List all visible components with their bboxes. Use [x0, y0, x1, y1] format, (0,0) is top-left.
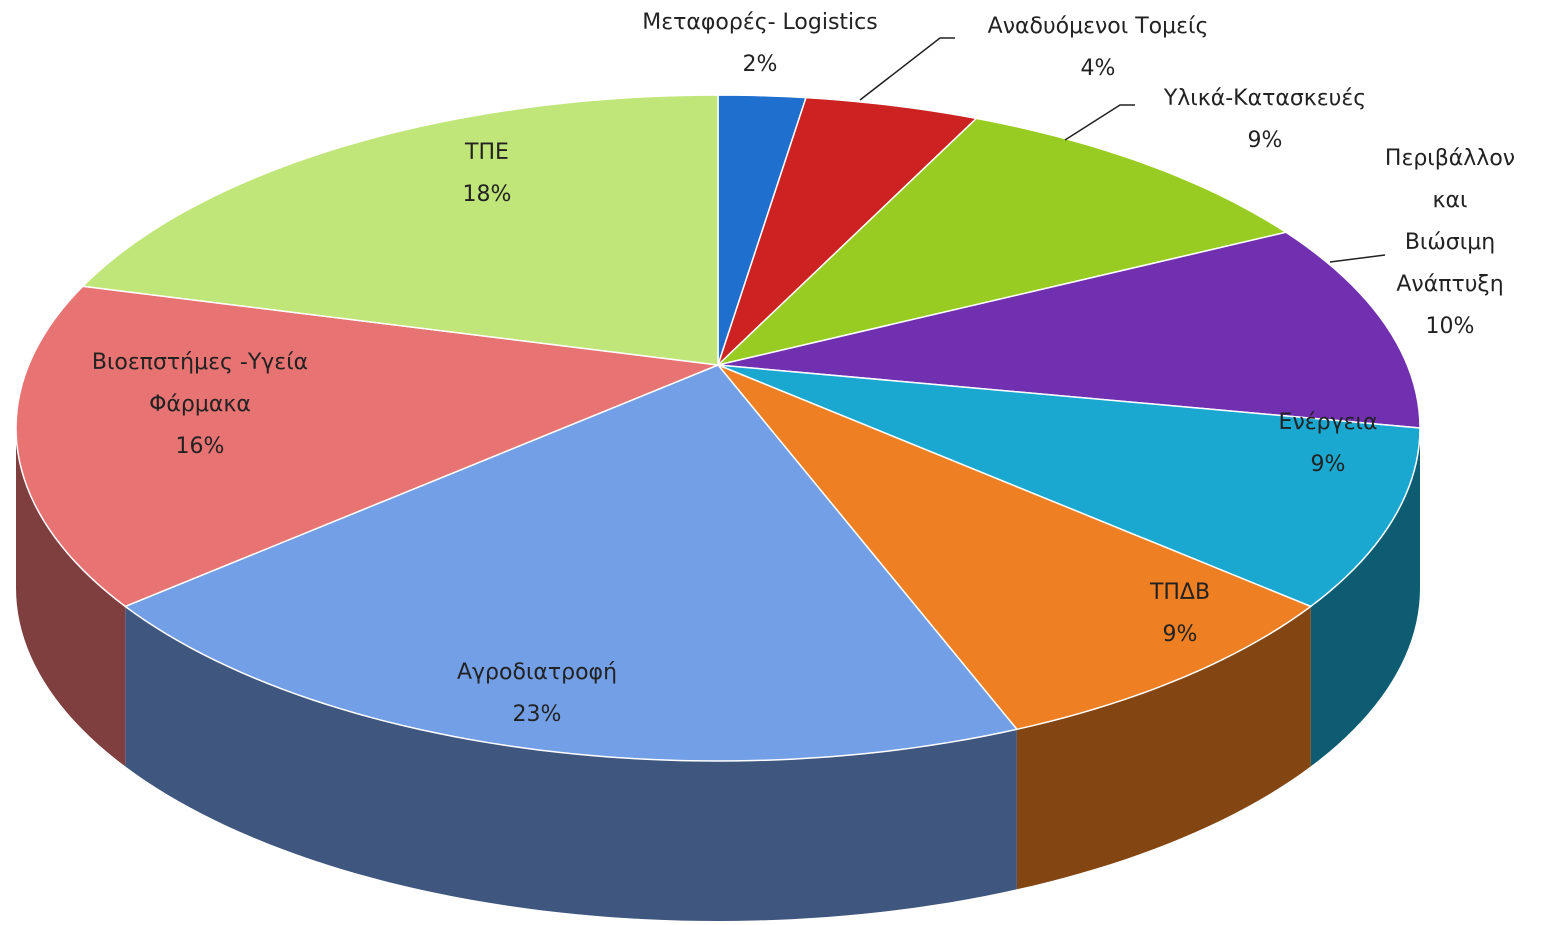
data-label: Ενέργεια 9%	[1279, 402, 1378, 486]
label-name: Περιβάλλον και Βιώσιμη Ανάπτυξη	[1384, 146, 1516, 297]
pie-slice	[715, 117, 1288, 367]
label-value: 9%	[1162, 622, 1198, 647]
label-value: 4%	[1080, 56, 1116, 81]
data-label: Μεταφορές- Logistics 2%	[642, 2, 877, 86]
label-name: Αναδυόμενοι Τομείς	[987, 14, 1209, 39]
label-value: 18%	[462, 182, 512, 207]
label-name: ΤΠΔΒ	[1149, 580, 1211, 605]
data-label: Αγροδιατροφή 23%	[457, 652, 617, 736]
leader-line	[859, 37, 955, 101]
label-value: 2%	[742, 52, 778, 77]
data-label: Περιβάλλον και Βιώσιμη Ανάπτυξη 10%	[1385, 138, 1515, 348]
label-name: Υλικά-Κατασκευές	[1163, 86, 1367, 111]
data-label: ΤΠΕ 18%	[463, 132, 512, 216]
pie-slice	[15, 285, 721, 608]
label-value: 9%	[1247, 128, 1283, 153]
label-value: 16%	[175, 434, 225, 459]
pie-slice	[717, 231, 1421, 429]
pie-side	[125, 606, 1017, 921]
label-name: ΤΠΕ	[465, 140, 509, 165]
data-label: Βιοεπστήμες -Υγεία Φάρμακα 16%	[92, 342, 308, 468]
leader-line	[1064, 104, 1135, 141]
pie-side	[16, 428, 126, 767]
data-label: ΤΠΔΒ 9%	[1150, 572, 1210, 656]
label-value: 9%	[1310, 452, 1346, 477]
label-name: Βιοεπστήμες -Υγεία Φάρμακα	[91, 350, 309, 417]
pie-slice	[717, 96, 979, 366]
label-name: Αγροδιατροφή	[456, 660, 618, 685]
pie-slice	[717, 364, 1421, 608]
data-label: Αναδυόμενοι Τομείς 4%	[988, 6, 1209, 90]
label-name: Ενέργεια	[1278, 410, 1378, 435]
label-value: 23%	[512, 702, 562, 727]
pie-side	[1310, 428, 1420, 767]
pie-slice	[123, 364, 1019, 762]
pie-slice	[81, 94, 719, 366]
label-name: Μεταφορές- Logistics	[642, 10, 878, 35]
data-label: Υλικά-Κατασκευές 9%	[1164, 78, 1366, 162]
leader-line	[1329, 254, 1386, 263]
pie-slice	[717, 364, 1313, 731]
label-value: 10%	[1425, 314, 1475, 339]
pie-side	[1016, 606, 1311, 890]
